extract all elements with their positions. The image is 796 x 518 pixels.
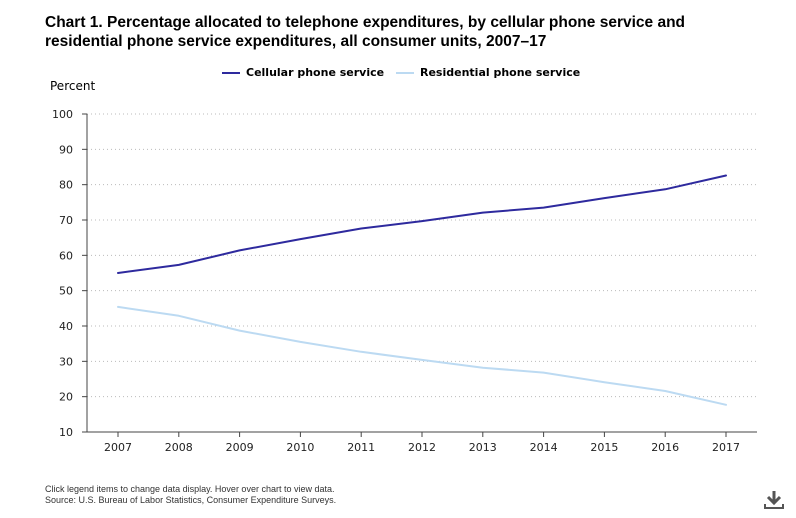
- series-line-cellular: [117, 174, 727, 274]
- legend-item-cellular[interactable]: Cellular phone service: [222, 66, 384, 79]
- x-tick-label: 2008: [165, 441, 193, 454]
- chart-title: Chart 1. Percentage allocated to telepho…: [45, 14, 686, 50]
- data-point-cellular: [359, 226, 363, 230]
- legend-swatch-cellular: [222, 71, 240, 74]
- data-point-cellular: [602, 196, 606, 200]
- data-point-cellular: [420, 219, 424, 223]
- legend-label-cellular: Cellular phone service: [246, 66, 385, 79]
- x-tick-label: 2007: [104, 441, 132, 454]
- x-tick-label: 2011: [347, 441, 375, 454]
- data-point-cellular: [298, 237, 302, 241]
- data-point-cellular: [177, 263, 181, 267]
- data-point-residential: [724, 403, 728, 407]
- data-point-cellular: [663, 187, 667, 191]
- y-tick-label: 40: [59, 320, 73, 333]
- data-point-cellular: [724, 173, 728, 177]
- data-point-cellular: [238, 248, 242, 252]
- y-tick-label: 20: [59, 391, 73, 404]
- legend-label-residential: Residential phone service: [420, 66, 581, 79]
- data-point-residential: [298, 340, 302, 344]
- chart-legend: Cellular phone service Residential phone…: [0, 66, 796, 82]
- y-tick-label: 70: [59, 214, 73, 227]
- y-tick-label: 50: [59, 285, 73, 298]
- y-tick-label: 90: [59, 143, 73, 156]
- footnote-source: Source: U.S. Bureau of Labor Statistics,…: [45, 495, 337, 505]
- y-tick-label: 100: [52, 108, 73, 121]
- data-point-residential: [602, 380, 606, 384]
- data-point-residential: [542, 371, 546, 375]
- x-tick-label: 2017: [712, 441, 740, 454]
- y-axis-title: Percent: [50, 79, 96, 93]
- x-tick-label: 2010: [286, 441, 314, 454]
- x-tick-label: 2013: [469, 441, 497, 454]
- download-icon[interactable]: [762, 488, 786, 512]
- legend-item-residential[interactable]: Residential phone service: [396, 66, 580, 79]
- x-tick-label: 2009: [226, 441, 254, 454]
- x-tick-label: 2015: [590, 441, 618, 454]
- footnote-instructions: Click legend items to change data displa…: [45, 484, 335, 494]
- x-tick-label: 2016: [651, 441, 679, 454]
- y-tick-label: 60: [59, 249, 73, 262]
- x-tick-label: 2014: [530, 441, 558, 454]
- data-point-residential: [481, 366, 485, 370]
- data-point-cellular: [542, 206, 546, 210]
- legend-swatch-residential: [396, 71, 414, 74]
- data-point-residential: [663, 389, 667, 393]
- data-point-cellular: [481, 211, 485, 215]
- x-tick-label: 2012: [408, 441, 436, 454]
- y-tick-label: 80: [59, 179, 73, 192]
- data-point-residential: [238, 329, 242, 333]
- footnote: Click legend items to change data displa…: [45, 484, 336, 506]
- y-tick-label: 10: [59, 426, 73, 439]
- data-point-residential: [420, 358, 424, 362]
- y-tick-label: 30: [59, 355, 73, 368]
- data-point-residential: [116, 305, 120, 309]
- series-line-residential: [117, 305, 727, 406]
- data-point-residential: [177, 314, 181, 318]
- data-point-cellular: [116, 271, 120, 275]
- plot-area[interactable]: 10 20 30 40 50 60 70 80 90 100 2007 2008 2009 2010 201…: [0, 0, 796, 470]
- data-point-residential: [359, 350, 363, 354]
